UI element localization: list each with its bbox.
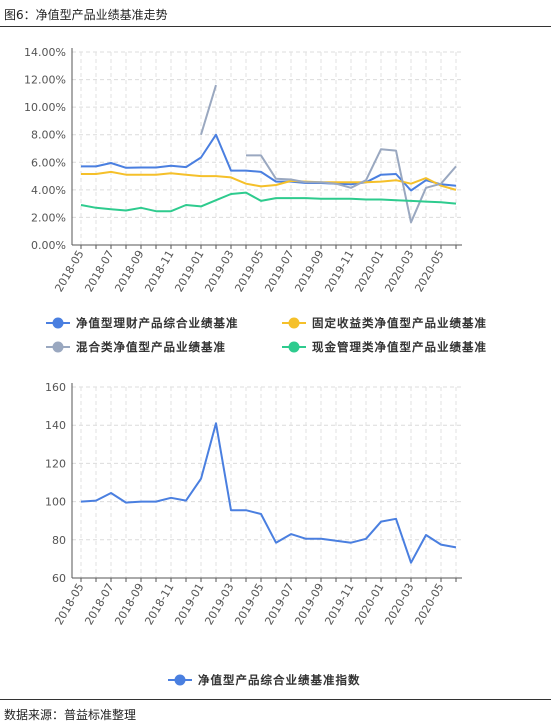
- chart1-y-tick-label: 2.00%: [31, 211, 66, 224]
- chart1-legend-marker-3: [52, 341, 64, 353]
- chart2-x-tick-label: 2020-01: [352, 581, 386, 627]
- chart1-legend-marker-1: [52, 317, 64, 329]
- chart1-x-tick-label: 2018-11: [142, 248, 176, 294]
- chart1-x-tick-label: 2019-11: [322, 248, 356, 294]
- chart2-legend-label-1: 净值型产品综合业绩基准指数: [198, 673, 361, 687]
- chart1-x-tick-label: 2018-05: [52, 248, 86, 294]
- chart2-y-tick-label: 100: [45, 496, 66, 509]
- chart2-y-tick-label: 140: [45, 419, 66, 432]
- chart1-legend-marker-2: [288, 317, 300, 329]
- chart1-series-line-2: [81, 170, 457, 191]
- chart2-x-tick-label: 2018-11: [142, 581, 176, 627]
- chart2-x-tick-label: 2020-05: [412, 581, 446, 627]
- chart1-x-tick-label: 2019-03: [202, 248, 236, 294]
- chart1-x-tick-label: 2018-07: [82, 248, 116, 294]
- chart2-x-tick-label: 2019-05: [232, 581, 266, 627]
- bottom-rule: [0, 699, 551, 700]
- chart2-y-tick-label: 160: [45, 381, 66, 394]
- chart1-x-tick-label: 2020-05: [412, 248, 446, 294]
- chart1-x-tick-label: 2019-07: [262, 248, 296, 294]
- chart1-y-tick-label: 0.00%: [31, 239, 66, 252]
- chart2-series-line-1: [80, 422, 457, 564]
- chart2-x-tick-label: 2018-09: [112, 581, 146, 627]
- chart2-x-tick-label: 2019-11: [322, 581, 356, 627]
- chart1-y-tick-label: 14.00%: [24, 46, 66, 59]
- chart2-y-tick-label: 120: [45, 457, 66, 470]
- chart1-x-tick-label: 2020-03: [382, 248, 416, 294]
- chart1-legend-label-3: 混合类净值型产品业绩基准: [76, 340, 226, 354]
- figure-title: 图6：净值型产品业绩基准走势: [4, 8, 168, 22]
- chart2-legend-marker-1: [174, 674, 186, 686]
- chart2-x-tick-label: 2020-03: [382, 581, 416, 627]
- chart2-x-tick-label: 2018-05: [52, 581, 86, 627]
- chart1-x-tick-label: 2019-09: [292, 248, 326, 294]
- chart1-y-tick-label: 4.00%: [31, 184, 66, 197]
- chart2-x-tick-label: 2019-07: [262, 581, 296, 627]
- chart1-legend-label-2: 固定收益类净值型产品业绩基准: [312, 316, 487, 330]
- chart1-x-tick-label: 2018-09: [112, 248, 146, 294]
- chart1-x-tick-label: 2019-05: [232, 248, 266, 294]
- chart1-y-tick-label: 12.00%: [24, 74, 66, 87]
- chart2-y-tick-label: 80: [52, 534, 66, 547]
- chart1-x-tick-label: 2020-01: [352, 248, 386, 294]
- chart1-y-tick-label: 6.00%: [31, 156, 66, 169]
- source-note: 数据来源：普益标准整理: [4, 708, 137, 722]
- chart2-y-tick-label: 60: [52, 572, 66, 585]
- top-rule: [0, 26, 551, 27]
- chart1-series-line-1: [81, 133, 457, 192]
- chart2-x-tick-label: 2019-09: [292, 581, 326, 627]
- chart2-x-tick-label: 2019-03: [202, 581, 236, 627]
- chart1-y-tick-label: 10.00%: [24, 101, 66, 114]
- chart1-x-tick-label: 2019-01: [172, 248, 206, 294]
- chart2-x-tick-label: 2018-07: [82, 581, 116, 627]
- chart1-legend-label-4: 现金管理类净值型产品业绩基准: [312, 340, 487, 354]
- chart1-y-tick-label: 8.00%: [31, 129, 66, 142]
- chart1-series-line-4: [80, 191, 457, 213]
- chart1-legend-label-1: 净值型理财产品综合业绩基准: [76, 316, 239, 330]
- chart2-x-tick-label: 2019-01: [172, 581, 206, 627]
- chart1-series-line-3: [200, 84, 457, 224]
- chart1-legend-marker-4: [288, 341, 300, 353]
